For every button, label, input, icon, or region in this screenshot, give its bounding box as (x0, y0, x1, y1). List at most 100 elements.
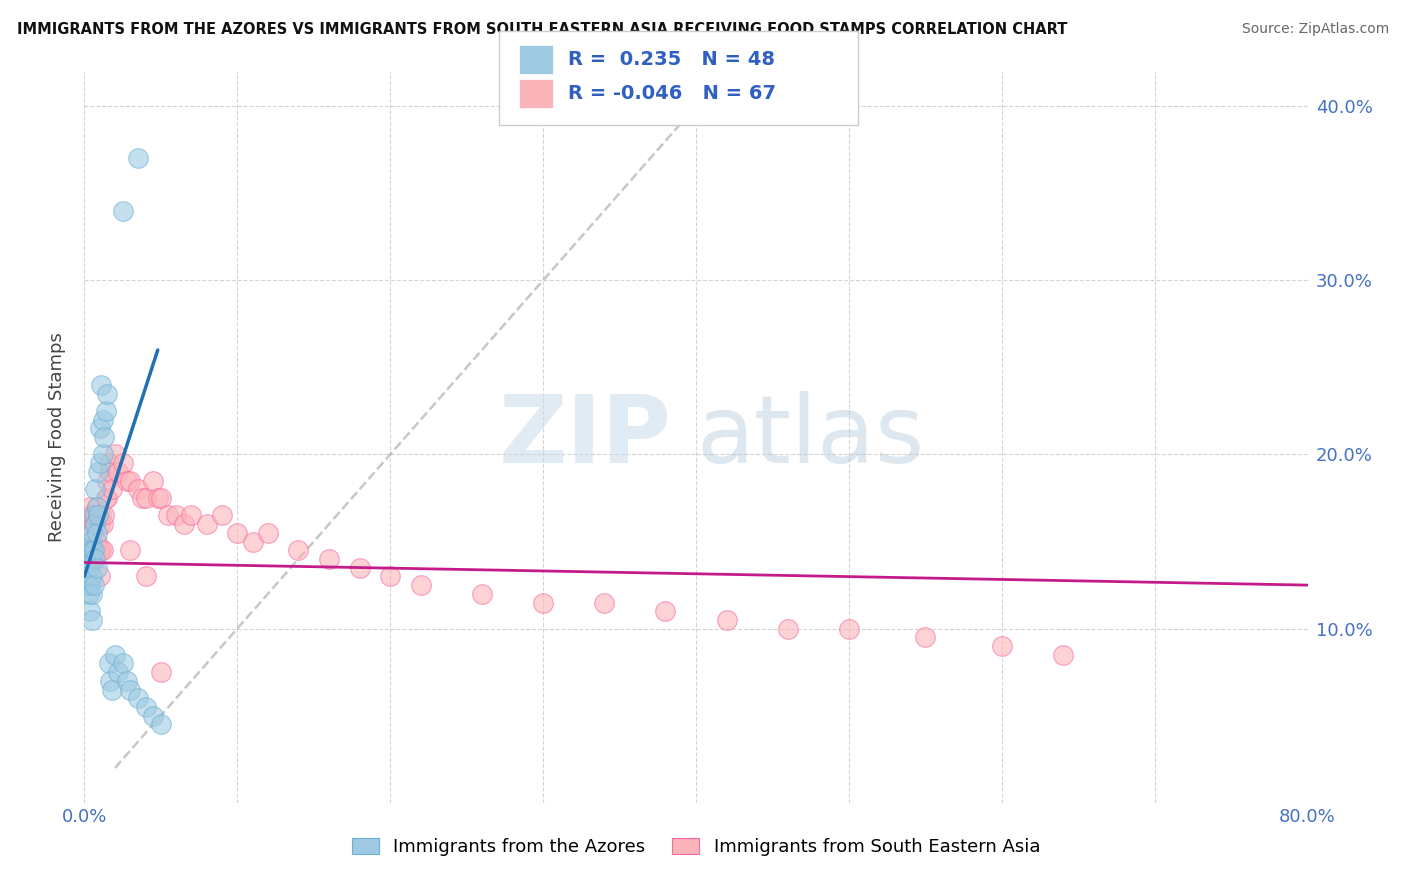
Immigrants from the Azores (91, 448, 114, 462)
Immigrants from South Eastern Asia (776, 622, 799, 636)
Immigrants from South Eastern Asia (226, 525, 249, 540)
Immigrants from South Eastern Asia (409, 578, 432, 592)
Immigrants from South Eastern Asia (90, 543, 112, 558)
Immigrants from the Azores (90, 377, 112, 392)
Text: R = -0.046   N = 67: R = -0.046 N = 67 (568, 84, 776, 103)
Immigrants from South Eastern Asia (86, 534, 108, 549)
Immigrants from South Eastern Asia (115, 474, 138, 488)
Immigrants from South Eastern Asia (77, 517, 100, 532)
Immigrants from South Eastern Asia (157, 508, 180, 523)
Immigrants from the Azores (87, 508, 110, 523)
Immigrants from the Azores (86, 525, 108, 540)
Immigrants from the Azores (83, 543, 105, 558)
Immigrants from the Azores (75, 569, 97, 583)
Immigrants from the Azores (135, 700, 157, 714)
Immigrants from South Eastern Asia (87, 543, 110, 558)
Text: IMMIGRANTS FROM THE AZORES VS IMMIGRANTS FROM SOUTH EASTERN ASIA RECEIVING FOOD : IMMIGRANTS FROM THE AZORES VS IMMIGRANTS… (17, 22, 1067, 37)
Immigrants from the Azores (111, 203, 134, 218)
Immigrants from the Azores (83, 578, 105, 592)
Immigrants from South Eastern Asia (79, 500, 101, 514)
Immigrants from South Eastern Asia (94, 491, 117, 505)
Immigrants from South Eastern Asia (349, 560, 371, 574)
Immigrants from South Eastern Asia (195, 517, 218, 532)
Immigrants from South Eastern Asia (838, 622, 860, 636)
Immigrants from South Eastern Asia (149, 491, 172, 505)
Text: ZIP: ZIP (499, 391, 672, 483)
Immigrants from the Azores (97, 657, 120, 671)
Immigrants from South Eastern Asia (97, 456, 120, 470)
Immigrants from the Azores (86, 500, 108, 514)
Immigrants from South Eastern Asia (180, 508, 202, 523)
Immigrants from South Eastern Asia (104, 448, 127, 462)
Legend: Immigrants from the Azores, Immigrants from South Eastern Asia: Immigrants from the Azores, Immigrants f… (344, 830, 1047, 863)
Immigrants from South Eastern Asia (120, 543, 142, 558)
Immigrants from South Eastern Asia (79, 534, 101, 549)
Y-axis label: Receiving Food Stamps: Receiving Food Stamps (48, 332, 66, 542)
Immigrants from the Azores (93, 430, 115, 444)
Immigrants from South Eastern Asia (98, 465, 121, 479)
Text: Source: ZipAtlas.com: Source: ZipAtlas.com (1241, 22, 1389, 37)
Immigrants from South Eastern Asia (89, 543, 111, 558)
Immigrants from the Azores (127, 691, 149, 706)
Immigrants from South Eastern Asia (287, 543, 309, 558)
Immigrants from South Eastern Asia (471, 587, 494, 601)
Immigrants from the Azores (115, 673, 138, 688)
Immigrants from South Eastern Asia (86, 500, 108, 514)
Immigrants from South Eastern Asia (135, 569, 157, 583)
Immigrants from the Azores (79, 578, 101, 592)
Immigrants from South Eastern Asia (84, 543, 107, 558)
Immigrants from South Eastern Asia (89, 517, 111, 532)
Immigrants from South Eastern Asia (165, 508, 187, 523)
Immigrants from South Eastern Asia (89, 569, 111, 583)
Immigrants from South Eastern Asia (593, 595, 616, 609)
Immigrants from the Azores (80, 569, 103, 583)
Immigrants from South Eastern Asia (654, 604, 676, 618)
Immigrants from the Azores (84, 483, 107, 497)
Immigrants from the Azores (84, 552, 107, 566)
Text: R =  0.235   N = 48: R = 0.235 N = 48 (568, 50, 775, 70)
Immigrants from the Azores (80, 543, 103, 558)
Immigrants from the Azores (87, 465, 110, 479)
Immigrants from the Azores (76, 578, 98, 592)
Immigrants from the Azores (80, 525, 103, 540)
Immigrants from South Eastern Asia (146, 491, 169, 505)
Immigrants from the Azores (94, 404, 117, 418)
Immigrants from South Eastern Asia (173, 517, 195, 532)
Immigrants from the Azores (77, 587, 100, 601)
Immigrants from the Azores (96, 386, 118, 401)
Immigrants from South Eastern Asia (1052, 648, 1074, 662)
Immigrants from the Azores (83, 508, 105, 523)
Immigrants from South Eastern Asia (380, 569, 402, 583)
Immigrants from the Azores (89, 456, 111, 470)
Immigrants from the Azores (104, 648, 127, 662)
Immigrants from South Eastern Asia (131, 491, 153, 505)
Immigrants from South Eastern Asia (127, 483, 149, 497)
Immigrants from the Azores (149, 717, 172, 731)
Immigrants from South Eastern Asia (107, 465, 129, 479)
Immigrants from South Eastern Asia (120, 474, 142, 488)
Immigrants from the Azores (91, 412, 114, 426)
Immigrants from the Azores (77, 534, 100, 549)
Immigrants from the Azores (79, 552, 101, 566)
Immigrants from the Azores (107, 665, 129, 680)
Immigrants from South Eastern Asia (80, 543, 103, 558)
Immigrants from the Azores (80, 613, 103, 627)
Immigrants from the Azores (80, 587, 103, 601)
Immigrants from South Eastern Asia (91, 517, 114, 532)
Immigrants from South Eastern Asia (101, 483, 124, 497)
Immigrants from South Eastern Asia (90, 508, 112, 523)
Immigrants from South Eastern Asia (242, 534, 264, 549)
Immigrants from the Azores (77, 560, 100, 574)
Immigrants from South Eastern Asia (716, 613, 738, 627)
Immigrants from South Eastern Asia (87, 508, 110, 523)
Immigrants from South Eastern Asia (991, 639, 1014, 653)
Immigrants from the Azores (86, 560, 108, 574)
Immigrants from South Eastern Asia (914, 631, 936, 645)
Immigrants from South Eastern Asia (83, 517, 105, 532)
Immigrants from South Eastern Asia (135, 491, 157, 505)
Immigrants from the Azores (79, 604, 101, 618)
Immigrants from the Azores (120, 682, 142, 697)
Immigrants from the Azores (101, 682, 124, 697)
Immigrants from the Azores (127, 152, 149, 166)
Immigrants from the Azores (89, 421, 111, 435)
